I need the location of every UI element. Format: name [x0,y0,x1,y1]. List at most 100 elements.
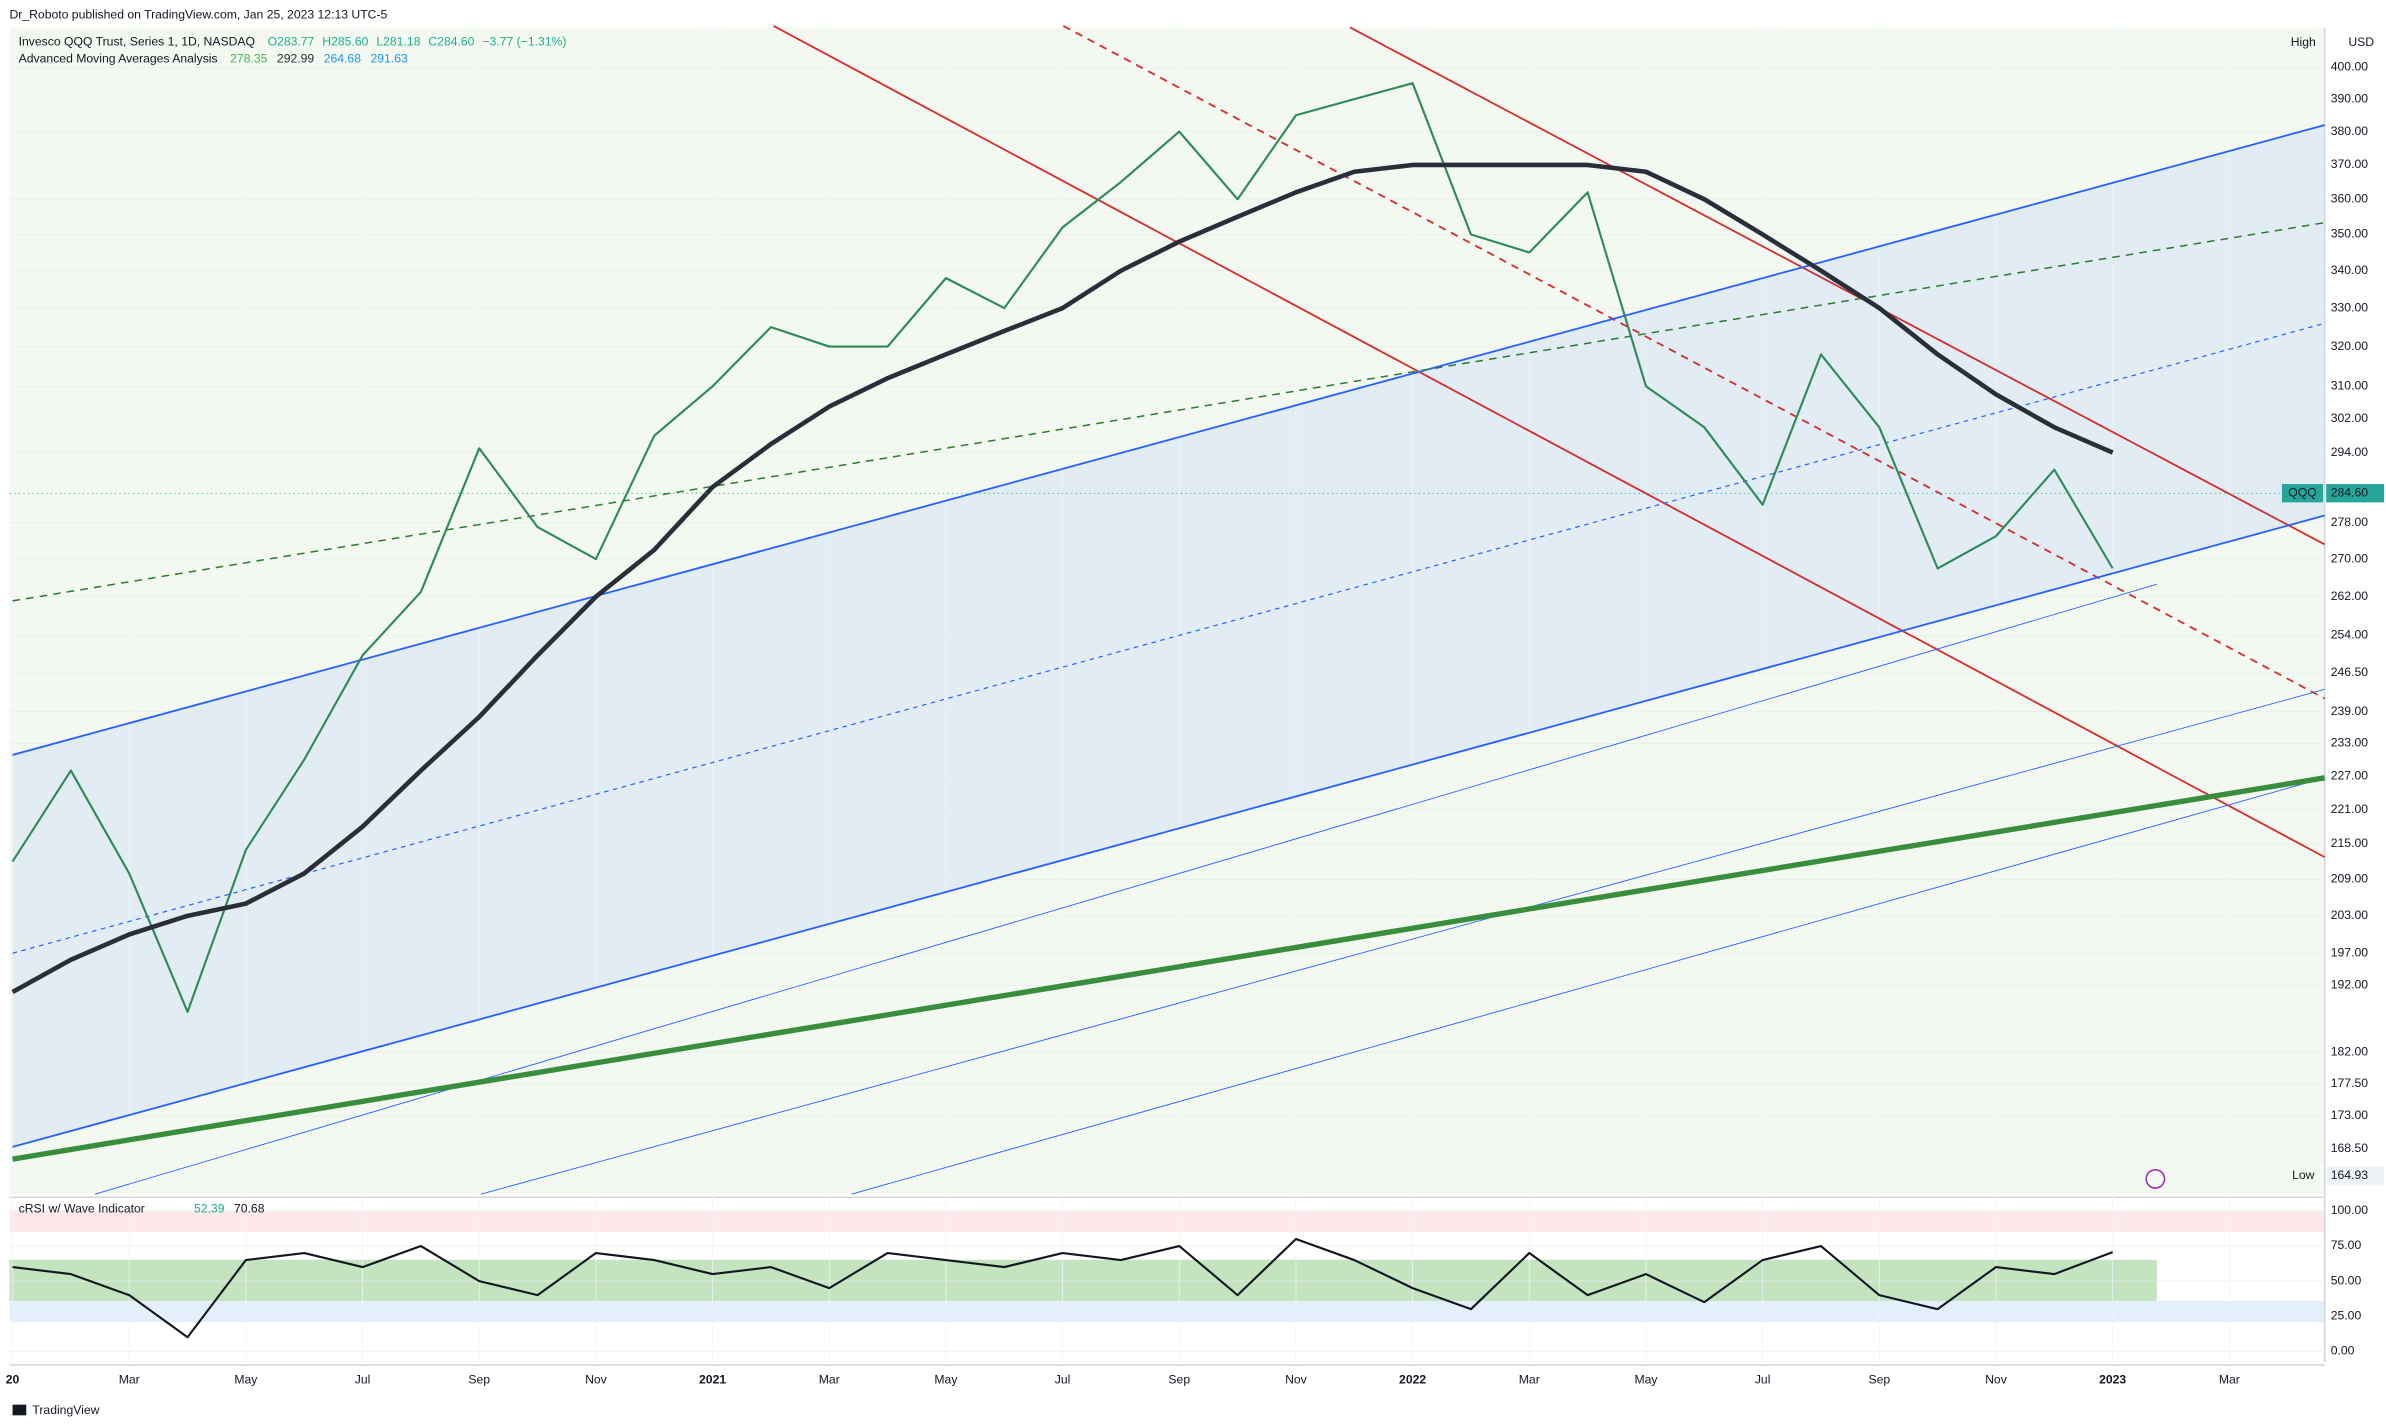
y-tick-label: 227.00 [2331,768,2368,782]
symbol-tag [2281,484,2324,503]
y-tick-label: 197.00 [2331,946,2368,960]
y-tick-label: 330.00 [2331,300,2368,314]
x-tick-label: Nov [1285,1372,1308,1386]
y-tick-label: 380.00 [2331,124,2368,138]
indicator-value: 291.63 [370,52,407,66]
x-tick-label: Sep [1868,1372,1890,1386]
y-tick-label: 182.00 [2331,1045,2368,1059]
ohlc-open: O283.77 [268,35,315,49]
x-tick-label: Mar [119,1372,140,1386]
x-tick-label: Nov [1985,1372,2008,1386]
brand: TradingView [32,1403,99,1417]
indicator-name: Advanced Moving Averages Analysis [19,52,218,66]
x-tick-label: 2023 [2099,1372,2126,1386]
y-tick-label: 209.00 [2331,872,2368,886]
data-layer [11,82,2114,1339]
overbought-zone [9,1210,2325,1233]
logo [12,1404,27,1416]
y-tick-label: 173.00 [2331,1108,2368,1122]
x-tick-label: Mar [1519,1372,1540,1386]
trend-line [12,322,2325,954]
x-tick-label: May [1634,1372,1658,1386]
last-price-label: 284.60 [2331,485,2368,499]
rsi-value: 70.68 [234,1202,265,1216]
series-line [11,82,2114,1013]
trend-line [1062,25,2326,700]
alert-icon [2145,1169,2166,1189]
x-tick-label: Sep [468,1372,490,1386]
ohlc-high: H285.60 [322,35,368,49]
x-tick-label: Mar [819,1372,840,1386]
x-tick-label: Jul [1755,1372,1771,1386]
x-tick-label: Nov [585,1372,608,1386]
indicator-value: 264.68 [324,52,361,66]
y-tick-label: 233.00 [2331,736,2368,750]
y-tick-label: 302.00 [2331,411,2368,425]
trend-line [480,688,2325,1195]
x-tick-label: Mar [2219,1372,2240,1386]
ohlc-change: −3.77 (−1.31%) [482,35,566,49]
y-tick-label: 192.00 [2331,978,2368,992]
y-tick-label: 350.00 [2331,227,2368,241]
footer: TradingView [12,1403,100,1417]
channel-fill [12,125,2325,1147]
y-tick-label: 294.00 [2331,445,2368,459]
trend-line [1349,26,2326,546]
y-tick-label: 75.00 [2331,1238,2362,1252]
indicator-value: 292.99 [277,52,314,66]
ohlc-close: C284.60 [428,35,474,49]
trend-line [12,514,2325,1148]
y-tick-label: 400.00 [2331,60,2368,74]
trend-line [12,775,2326,1162]
low-label: Low [2292,1168,2315,1182]
y-tick-label: 0.00 [2331,1343,2355,1357]
y-tick-label: 360.00 [2331,191,2368,205]
y-tick-label: 270.00 [2331,551,2368,565]
last-price-tag [2326,484,2385,503]
trend-line [773,25,2326,858]
y-tick-label: 340.00 [2331,263,2368,277]
trend-line [94,583,2158,1195]
series-line [11,162,2114,995]
trend-line [12,124,2325,756]
symbol-title: Invesco QQQ Trust, Series 1, 1D, NASDAQ [19,35,255,49]
x-tick-label: May [934,1372,958,1386]
x-tick-label: 20 [6,1372,20,1386]
wave-band [9,1259,2157,1301]
rsi-value: 52.39 [194,1202,225,1216]
rsi-legend: cRSI w/ Wave Indicator 52.39 70.68 [19,1202,265,1216]
high-label: High [2291,35,2316,49]
y-tick-label: 246.50 [2331,665,2368,679]
y-tick-label: 177.50 [2331,1076,2368,1090]
x-tick-label: May [234,1372,258,1386]
legend-row: Invesco QQQ Trust, Series 1, 1D, NASDAQ … [19,35,567,49]
x-tick-label: 2021 [699,1372,726,1386]
trend-line [12,221,2325,602]
indicator-value: 278.35 [230,52,267,66]
x-tick-label: 2022 [1399,1372,1426,1386]
symbol-label: QQQ [2288,485,2316,499]
x-tick-label: Jul [1055,1372,1071,1386]
y-tick-label: 50.00 [2331,1273,2362,1287]
y-tick-label: 262.00 [2331,589,2368,603]
oversold-zone [9,1300,2325,1323]
y-tick-label: 390.00 [2331,91,2368,105]
rsi-title: cRSI w/ Wave Indicator [19,1202,145,1216]
indicator-row: Advanced Moving Averages Analysis 278.35… [19,52,408,66]
x-tick-label: Sep [1168,1372,1190,1386]
y-tick-label: 203.00 [2331,908,2368,922]
y-tick-label: 370.00 [2331,157,2368,171]
y-tick-label: 254.00 [2331,628,2368,642]
y-tick-label: 100.00 [2331,1203,2368,1217]
low-value: 164.93 [2331,1168,2368,1182]
publisher: Dr_Roboto published on TradingView.com, … [9,7,387,21]
y-tick-label: 310.00 [2331,379,2368,393]
low-tag [2326,1166,2385,1185]
trend-line [851,777,2325,1195]
y-tick-label: 168.50 [2331,1141,2368,1155]
y-tick-label: 278.00 [2331,515,2368,529]
series-line [12,1237,2114,1339]
ohlc-low: L281.18 [376,35,420,49]
